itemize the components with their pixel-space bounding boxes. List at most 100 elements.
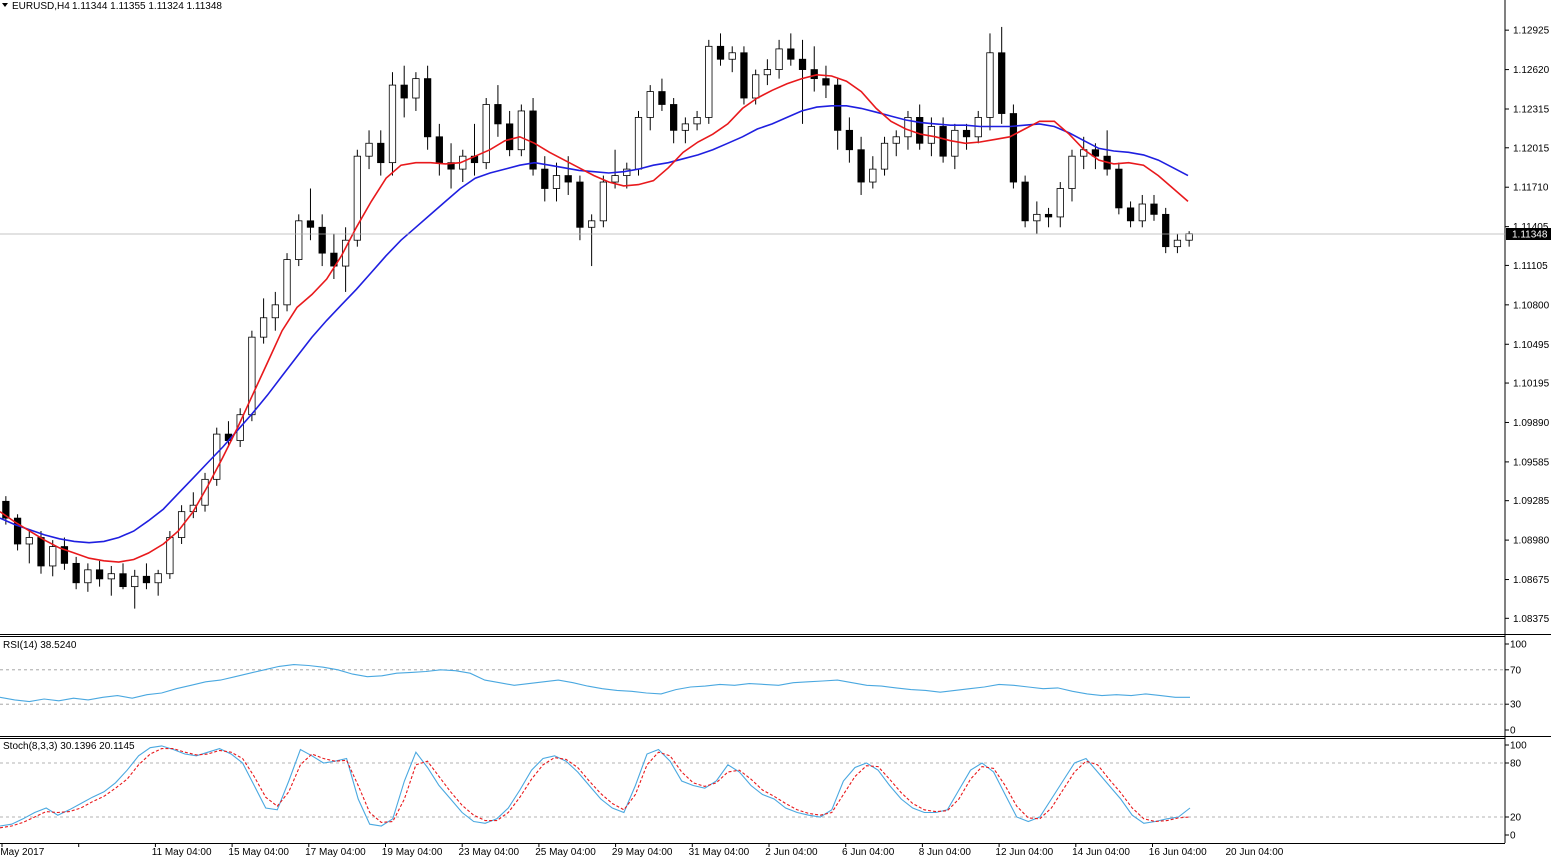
candle-body	[634, 117, 643, 170]
candle-body	[306, 220, 315, 228]
candle-body	[705, 45, 713, 118]
candle-body	[716, 45, 725, 60]
candle-body	[131, 575, 139, 588]
candle-body	[13, 517, 22, 545]
candle-body	[60, 546, 69, 564]
time-tick-label: 11 May 04:00	[152, 847, 212, 858]
price-tick-label: 1.12315	[1513, 105, 1550, 116]
candle-body	[142, 575, 151, 584]
time-tick-label: 6 Jun 04:00	[842, 847, 895, 858]
price-tick-label: 1.12620	[1513, 65, 1550, 76]
candle-body	[271, 304, 279, 319]
candle-body	[412, 78, 420, 99]
svg-text:1.11348: 1.11348	[1512, 230, 1548, 241]
time-tick-label: 17 May 04:00	[305, 847, 366, 858]
price-tick-label: 1.08675	[1513, 575, 1550, 586]
rsi-label: RSI(14) 38.5240	[3, 640, 77, 651]
rsi-line	[0, 664, 1190, 703]
time-tick-label: 9 May 2017	[0, 847, 45, 858]
time-tick-label: 29 May 04:00	[612, 847, 673, 858]
candle-body	[119, 573, 127, 588]
candle-body	[892, 136, 900, 144]
candle-body	[388, 84, 397, 164]
candle-body	[1150, 203, 1158, 215]
price-tick-label: 1.09890	[1513, 418, 1550, 429]
ma-fast-line	[0, 73, 1189, 563]
candle-body	[400, 84, 408, 99]
candle-body	[72, 562, 80, 584]
candle-body	[1126, 207, 1135, 222]
candle-body	[1021, 181, 1029, 222]
candlestick-series	[2, 26, 1193, 609]
candle-body	[787, 48, 795, 60]
candle-body	[37, 537, 45, 567]
candle-body	[154, 573, 162, 584]
candle-body	[107, 573, 115, 580]
rsi-tick-label: 100	[1510, 640, 1527, 651]
chart-header: EURUSD,H4 1.11344 1.11355 1.11324 1.1134…	[2, 1, 222, 12]
candle-body	[986, 52, 994, 118]
candle-body	[681, 123, 689, 131]
candle-body	[588, 220, 596, 228]
candle-body	[541, 168, 549, 189]
candle-body	[834, 84, 842, 131]
stoch-axis-ticks: 100 80 20 0	[0, 741, 1527, 842]
price-tick-label: 1.10495	[1513, 340, 1550, 351]
time-tick-label: 23 May 04:00	[459, 847, 520, 858]
stoch-label: Stoch(8,3,3) 30.1396 20.1145	[3, 741, 135, 752]
candle-body	[927, 126, 936, 144]
candle-body	[693, 117, 701, 125]
ohlc-values-label: 1.11344 1.11355 1.11324 1.11348	[72, 1, 222, 12]
dropdown-triangle-icon[interactable]	[2, 3, 8, 7]
candle-body	[564, 175, 572, 183]
candle-body	[482, 104, 490, 164]
candle-body	[1173, 239, 1182, 248]
time-tick-label: 31 May 04:00	[689, 847, 750, 858]
stoch-tick-label: 20	[1510, 813, 1522, 824]
candle-body	[845, 129, 854, 151]
rsi-tick-label: 30	[1510, 700, 1522, 711]
candle-body	[1009, 113, 1018, 183]
price-tick-label: 1.11105	[1513, 261, 1548, 272]
candle-body	[494, 104, 502, 125]
candle-body	[1068, 155, 1076, 189]
candle-body	[775, 48, 783, 70]
candle-body	[822, 78, 830, 86]
stoch-signal-line	[0, 748, 1191, 829]
candle-body	[259, 317, 268, 338]
candle-body	[998, 52, 1006, 114]
candle-body	[424, 78, 432, 138]
symbol-timeframe-label: EURUSD,H4	[12, 1, 70, 12]
candle-body	[670, 104, 678, 131]
time-tick-label: 8 Jun 04:00	[919, 847, 972, 858]
price-tick-label: 1.11405	[1513, 222, 1549, 233]
ma-slow-line	[0, 105, 1189, 544]
candle-body	[857, 149, 865, 183]
candle-body	[517, 110, 525, 151]
price-tick-label: 1.12015	[1513, 143, 1550, 154]
time-tick-label: 16 Jun 04:00	[1149, 847, 1207, 858]
stoch-tick-label: 80	[1510, 759, 1522, 770]
candle-body	[1033, 213, 1041, 222]
price-tick-label: 1.08375	[1513, 614, 1550, 625]
time-tick-label: 14 Jun 04:00	[1072, 847, 1130, 858]
candle-body	[611, 175, 619, 183]
candle-body	[166, 537, 174, 575]
candle-body	[25, 537, 33, 545]
candle-body	[95, 569, 104, 580]
candle-body	[377, 142, 385, 164]
candle-body	[658, 91, 666, 105]
candle-body	[295, 220, 303, 261]
candle-body	[798, 58, 807, 70]
time-tick-label: 12 Jun 04:00	[995, 847, 1053, 858]
price-tick-label: 1.11710	[1513, 183, 1549, 194]
candle-body	[353, 155, 361, 241]
time-axis-ticks: 9 May 2017 11 May 04:00 15 May 04:00 17 May…	[0, 843, 1284, 858]
time-tick-label: 19 May 04:00	[382, 847, 443, 858]
candle-body	[330, 252, 338, 267]
stoch-tick-label: 100	[1510, 741, 1527, 752]
time-tick-label: 20 Jun 04:00	[1226, 847, 1284, 858]
candle-body	[763, 69, 771, 76]
